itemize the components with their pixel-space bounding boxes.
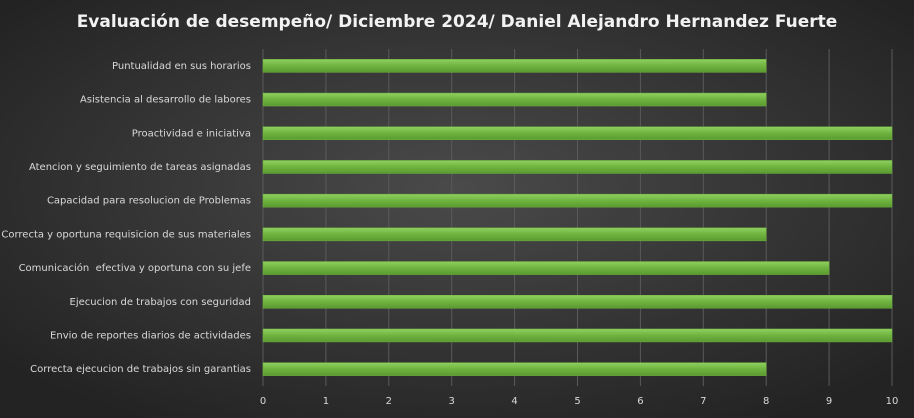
x-tick-label: 7 (700, 396, 706, 407)
x-tick-label: 9 (826, 396, 832, 407)
x-tick-label: 4 (511, 396, 517, 407)
y-tick-label: Atencion y seguimiento de tareas asignad… (29, 162, 251, 173)
bar (262, 59, 767, 73)
x-tick-label: 0 (260, 396, 266, 407)
x-tick-label: 1 (323, 396, 329, 407)
bar (262, 126, 893, 140)
chart-title: Evaluación de desempeño/ Diciembre 2024/… (77, 12, 838, 32)
y-tick-label: Asistencia al desarrollo de labores (80, 95, 251, 106)
bar (262, 295, 893, 309)
bar (262, 227, 767, 242)
bar (262, 92, 767, 107)
y-tick-label: Capacidad para resolucion de Problemas (47, 196, 251, 207)
bar (262, 160, 893, 174)
x-tick-label: 5 (574, 396, 580, 407)
y-tick-label: Proactividad e iniciativa (132, 128, 251, 139)
x-tick-label: 8 (763, 396, 769, 407)
bar (262, 261, 830, 275)
y-tick-label: Correcta y oportuna requisicion de sus m… (1, 229, 251, 240)
x-tick-label: 10 (886, 396, 899, 407)
y-tick-label: Comunicación efectiva y oportuna con su … (19, 262, 251, 274)
x-tick-label: 6 (637, 396, 643, 407)
y-tick-label: Puntualidad en sus horarios (112, 61, 251, 72)
bar (262, 362, 767, 376)
x-tick-label: 3 (449, 396, 455, 407)
y-tick-label: Ejecucion de trabajos con seguridad (70, 297, 252, 308)
y-tick-label: Envio de reportes diarios de actividades (50, 330, 251, 341)
bar (262, 328, 893, 343)
x-tick-label: 2 (386, 396, 392, 407)
y-tick-label: Correcta ejecucion de trabajos sin garan… (30, 364, 251, 375)
bar (262, 193, 893, 208)
